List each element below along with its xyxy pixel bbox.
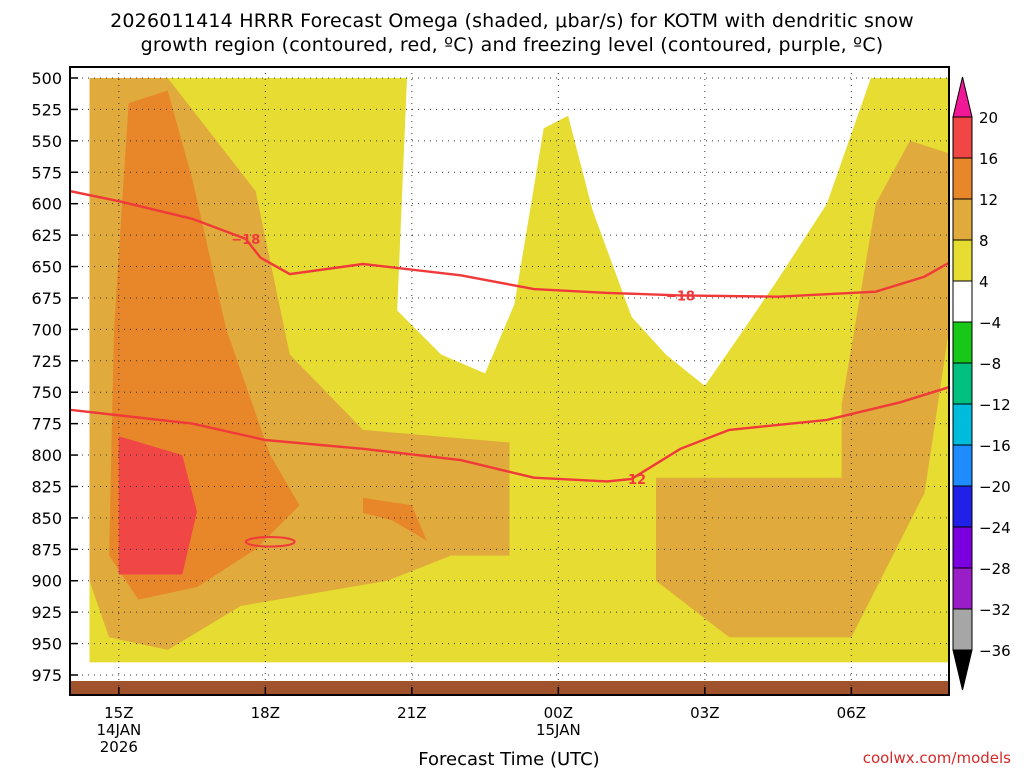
colorbar-label-13: −36 bbox=[979, 642, 1011, 660]
colorbar-bin-7 bbox=[952, 321, 973, 364]
y-tick-label-650: 650 bbox=[31, 258, 62, 277]
surface-terrain-band bbox=[70, 681, 949, 695]
y-tick-label-750: 750 bbox=[31, 383, 62, 402]
y-tick-label-900: 900 bbox=[31, 572, 62, 591]
x-tick-label-9-1: 15JAN bbox=[536, 721, 581, 739]
dgz-contour-label-0-1: −18 bbox=[666, 289, 695, 304]
colorbar-bin-9 bbox=[952, 239, 973, 282]
y-tick-label-800: 800 bbox=[31, 446, 62, 465]
y-tick-label-950: 950 bbox=[31, 635, 62, 654]
x-tick-label-0-1: 14JAN bbox=[96, 721, 141, 739]
colorbar-label-6: −8 bbox=[979, 355, 1001, 373]
colorbar-label-12: −32 bbox=[979, 601, 1011, 619]
colorbar-label-2: 12 bbox=[979, 191, 998, 209]
x-tick-label-9-0: 00Z bbox=[544, 704, 573, 722]
y-axis: 500 525 550 575 600 625 650 675 700 725 750 775 800 8… bbox=[31, 69, 78, 685]
x-tick-label-3-0: 18Z bbox=[251, 704, 280, 722]
grid-layer bbox=[70, 67, 949, 695]
colorbar-bin-2 bbox=[952, 526, 973, 569]
colorbar-label-7: −12 bbox=[979, 396, 1011, 414]
y-tick-label-725: 725 bbox=[31, 352, 62, 371]
colorbar-bin-12 bbox=[952, 116, 973, 159]
chart-title-line-2: growth region (contoured, red, ºC) and f… bbox=[140, 34, 884, 56]
colorbar-bin-1 bbox=[952, 567, 973, 610]
y-tick-label-525: 525 bbox=[31, 100, 62, 119]
dgz-contour-layer: −18 −18 −12 bbox=[70, 189, 949, 548]
dgz-contour-label-1-0: −12 bbox=[617, 473, 646, 488]
omega-region-2 bbox=[656, 140, 949, 638]
plot-frame bbox=[69, 66, 950, 696]
colorbar-label-5: −4 bbox=[979, 314, 1001, 332]
y-tick-label-550: 550 bbox=[31, 132, 62, 151]
colorbar-label-3: 8 bbox=[979, 232, 989, 250]
y-tick-label-825: 825 bbox=[31, 477, 62, 496]
colorbar-label-10: −24 bbox=[979, 519, 1011, 537]
colorbar-label-1: 16 bbox=[979, 150, 998, 168]
y-tick-label-600: 600 bbox=[31, 195, 62, 214]
colorbar-bin-4 bbox=[952, 444, 973, 487]
colorbar-bin-8 bbox=[952, 280, 973, 323]
y-tick-label-875: 875 bbox=[31, 540, 62, 559]
x-tick-label-0-0: 15Z bbox=[104, 704, 133, 722]
y-tick-label-975: 975 bbox=[31, 666, 62, 685]
colorbar-label-0: 20 bbox=[979, 109, 998, 127]
omega-region-5 bbox=[118, 436, 197, 575]
colorbar-under-arrow bbox=[952, 649, 973, 691]
y-tick-label-700: 700 bbox=[31, 320, 62, 339]
colorbar-bin-0 bbox=[952, 608, 973, 651]
y-tick-label-500: 500 bbox=[31, 69, 62, 88]
y-tick-label-675: 675 bbox=[31, 289, 62, 308]
credit-text[interactable]: coolwx.com/models bbox=[863, 749, 1011, 767]
colorbar-bin-6 bbox=[952, 362, 973, 405]
x-tick-label-12-0: 03Z bbox=[690, 704, 719, 722]
y-tick-label-925: 925 bbox=[31, 603, 62, 622]
y-tick-label-625: 625 bbox=[31, 226, 62, 245]
chart-title-line-1: 2026011414 HRRR Forecast Omega (shaded, … bbox=[110, 10, 914, 32]
dgz-contour-label-0-0: −18 bbox=[231, 233, 260, 248]
dgz-small-loop bbox=[244, 536, 296, 548]
colorbar-label-8: −16 bbox=[979, 437, 1011, 455]
y-tick-label-775: 775 bbox=[31, 415, 62, 434]
dgz-contour-1 bbox=[70, 386, 949, 483]
colorbar-label-4: 4 bbox=[979, 273, 989, 291]
omega-region-4 bbox=[363, 497, 427, 541]
x-tick-label-15-0: 06Z bbox=[837, 704, 866, 722]
colorbar-bin-5 bbox=[952, 403, 973, 446]
x-axis-label: Forecast Time (UTC) bbox=[418, 749, 599, 768]
colorbar-over-arrow bbox=[952, 76, 973, 118]
dgz-contour-0 bbox=[70, 189, 949, 298]
colorbar-bin-10 bbox=[952, 198, 973, 241]
x-tick-label-0-2: 2026 bbox=[100, 738, 138, 756]
colorbar-bin-3 bbox=[952, 485, 973, 528]
y-tick-label-850: 850 bbox=[31, 509, 62, 528]
colorbar-label-11: −28 bbox=[979, 560, 1011, 578]
colorbar-bin-11 bbox=[952, 157, 973, 200]
colorbar: 20 16 12 8 4 −4 −8 −12 −16 −20 −24 −28 −32 −36 bbox=[952, 76, 1011, 691]
x-tick-label-6-0: 21Z bbox=[397, 704, 426, 722]
y-tick-label-575: 575 bbox=[31, 163, 62, 182]
colorbar-label-9: −20 bbox=[979, 478, 1011, 496]
